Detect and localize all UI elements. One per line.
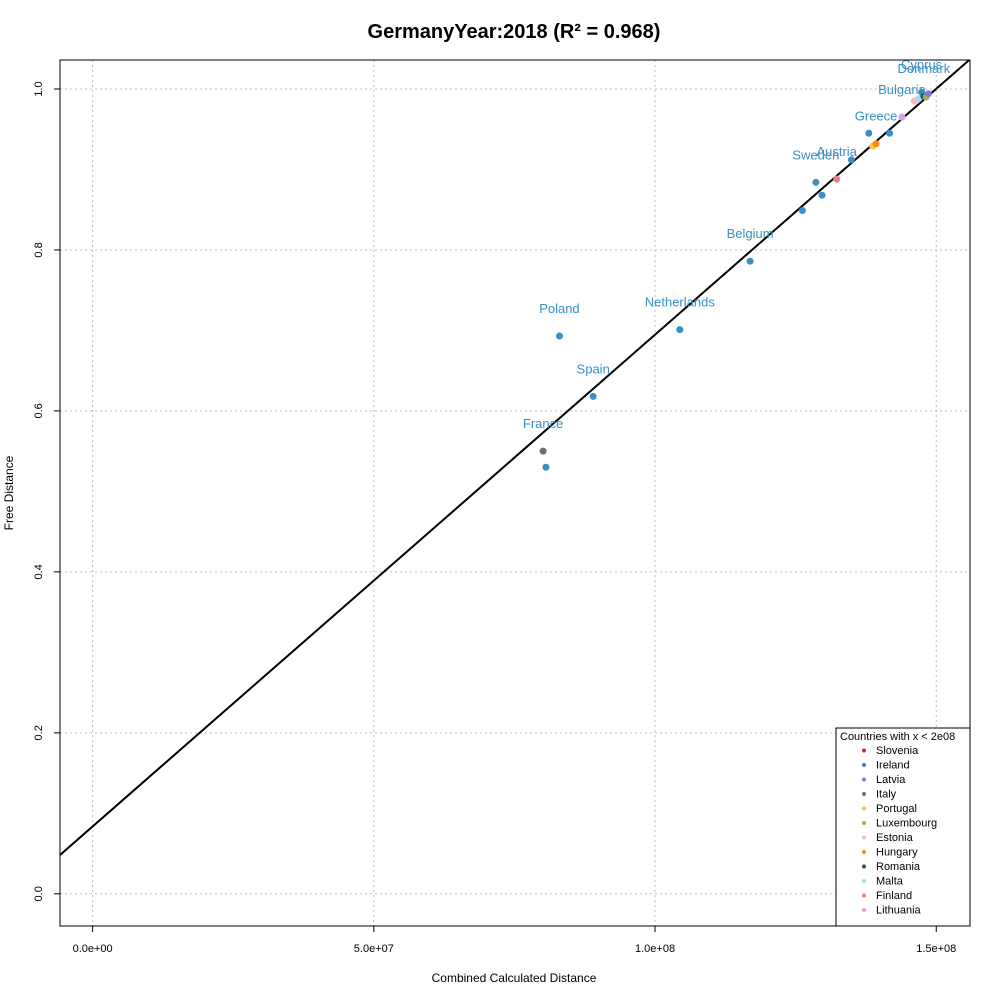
legend-marker <box>862 821 866 825</box>
point-label: Spain <box>577 361 610 376</box>
data-point <box>886 129 894 137</box>
data-point <box>833 175 841 183</box>
x-tick-label: 0.0e+00 <box>73 943 113 955</box>
legend-marker <box>862 763 866 767</box>
x-tick-label: 1.5e+08 <box>916 943 956 955</box>
data-point <box>542 463 550 471</box>
y-tick-label: 0.0 <box>33 886 45 901</box>
data-point <box>798 207 806 215</box>
point-label: Poland <box>539 301 579 316</box>
y-tick-label: 0.8 <box>33 242 45 257</box>
legend-box <box>835 727 971 927</box>
point-label: France <box>523 416 563 431</box>
legend-entry: Romania <box>876 861 921 873</box>
data-point <box>812 178 820 186</box>
data-point <box>589 392 597 400</box>
y-axis-label: Free Distance <box>2 455 16 530</box>
legend-entry: Luxembourg <box>876 818 937 830</box>
data-point <box>865 129 873 137</box>
legend-entry: Hungary <box>876 847 918 859</box>
y-tick-label: 0.4 <box>33 564 45 579</box>
data-point <box>898 113 906 121</box>
point-labels-layer: France Poland Spain Netherlands Belgium Swede… <box>523 57 951 431</box>
grid-layer <box>60 60 970 926</box>
data-point <box>924 90 932 98</box>
legend-marker <box>862 850 866 854</box>
legend-marker <box>862 777 866 782</box>
legend-marker <box>862 835 866 840</box>
legend-entry: Lithuania <box>876 905 922 917</box>
x-axis-label: Combined Calculated Distance <box>432 971 597 985</box>
data-point <box>539 447 547 455</box>
legend-title: Countries with x < 2e08 <box>840 731 955 743</box>
legend-entry: Italy <box>876 789 897 801</box>
fit-line-layer <box>59 59 970 856</box>
data-point <box>818 191 826 199</box>
point-label: Greece <box>855 109 898 124</box>
x-tick-label: 5.0e+07 <box>354 943 394 955</box>
legend-marker <box>862 806 866 811</box>
data-point <box>746 257 754 265</box>
legend-entry: Finland <box>876 890 912 902</box>
chart-title: GermanyYear:2018 (R² = 0.968) <box>368 21 661 43</box>
point-label: Bulgaria <box>878 82 926 97</box>
point-label: Netherlands <box>645 295 716 310</box>
legend-entry: Estonia <box>876 832 914 844</box>
legend-marker <box>862 893 866 898</box>
legend-entry: Malta <box>876 876 904 888</box>
legend-entry: Portugal <box>876 803 917 815</box>
data-point <box>676 326 684 334</box>
y-tick-label: 1.0 <box>33 81 45 96</box>
legend-marker <box>862 748 866 753</box>
legend-marker <box>862 792 866 796</box>
point-label: Austria <box>816 144 857 159</box>
legend-entry: Ireland <box>876 760 910 772</box>
y-tick-label: 0.6 <box>33 403 45 418</box>
data-point <box>847 156 855 164</box>
point-label: Denmark <box>898 61 951 76</box>
legend-marker <box>862 879 866 883</box>
points-layer <box>539 88 932 471</box>
y-tick-label: 0.2 <box>33 725 45 740</box>
x-tick-label: 1.0e+08 <box>635 943 675 955</box>
point-label: Cyprus <box>901 57 943 72</box>
data-point <box>872 140 880 148</box>
fit-line <box>59 59 970 856</box>
legend-marker <box>862 864 866 869</box>
point-label: Belgium <box>727 226 774 241</box>
data-point <box>555 332 563 340</box>
plot-border <box>59 59 971 927</box>
point-label: Sweden <box>792 147 839 162</box>
y-axis: 0.0 0.2 0.4 0.6 0.8 1.0 <box>33 81 60 901</box>
legend-entry: Latvia <box>876 774 906 786</box>
legend-marker <box>862 908 866 912</box>
legend: Countries with x < 2e08 Slovenia Ireland La… <box>835 727 971 927</box>
legend-entry: Slovenia <box>876 745 919 757</box>
x-axis: 0.0e+00 5.0e+07 1.0e+08 1.5e+08 <box>73 926 956 955</box>
